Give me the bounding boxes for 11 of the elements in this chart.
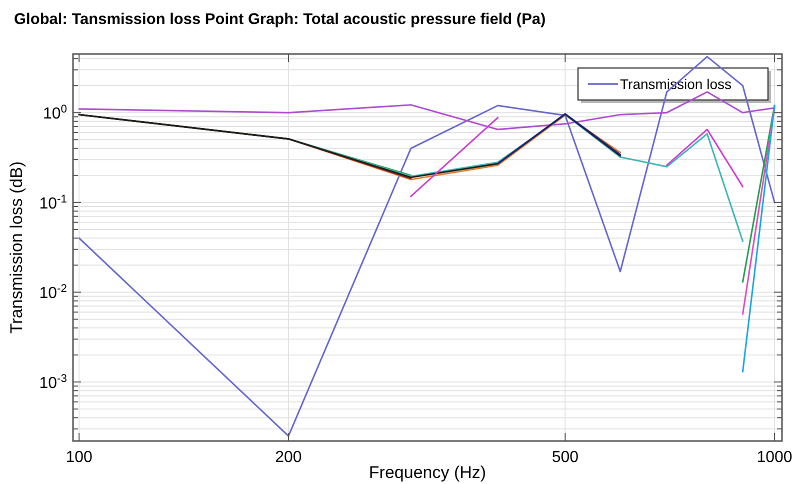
- y-tick-label: 10$^{-1}$: [39, 193, 67, 212]
- x-tick-label: 200: [275, 449, 302, 466]
- y-tick-label: 10$^{-3}$: [39, 372, 67, 392]
- y-axis-title: Transmission loss (dB): [7, 161, 26, 334]
- x-axis-title: Frequency (Hz): [368, 463, 486, 482]
- x-tick-label: 500: [552, 449, 579, 466]
- y-tick-label: 10$^{-2}$: [39, 283, 67, 302]
- chart-title: Global: Tansmission loss Point Graph: Total acoustic pressure field (Pa): [14, 11, 546, 28]
- x-tick-label: 1000: [756, 449, 792, 466]
- x-tick-label: 100: [66, 449, 93, 466]
- y-tick-label: 10$^{0}$: [42, 104, 67, 123]
